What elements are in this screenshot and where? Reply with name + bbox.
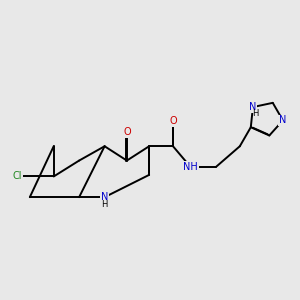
Text: O: O <box>123 127 131 137</box>
Text: H: H <box>101 200 108 209</box>
Text: Cl: Cl <box>12 172 22 182</box>
Text: N: N <box>249 102 256 112</box>
Text: H: H <box>252 109 259 118</box>
Text: N: N <box>279 116 286 125</box>
Text: O: O <box>169 116 177 126</box>
Text: N: N <box>101 192 108 202</box>
Text: NH: NH <box>183 162 198 172</box>
